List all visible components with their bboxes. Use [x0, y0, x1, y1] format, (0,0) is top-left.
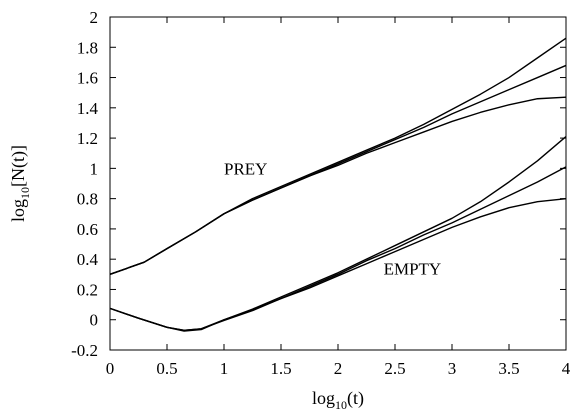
x-axis-label: log10(t) — [312, 388, 364, 412]
series-line-empty-4 — [109, 166, 567, 332]
x-tick-label: 1 — [220, 359, 229, 378]
x-tick-label: 3.5 — [498, 359, 519, 378]
series-line-prey-0 — [109, 37, 567, 275]
y-tick-label: 1.8 — [77, 38, 98, 57]
series-line-prey-2 — [109, 96, 567, 275]
series-lines — [109, 37, 567, 332]
series-line-prey-1 — [109, 64, 567, 275]
axis-ticks — [109, 16, 567, 351]
x-tick-label: 3 — [448, 359, 457, 378]
x-tick-label: 4 — [562, 359, 570, 378]
x-tick-label: 2 — [334, 359, 343, 378]
y-tick-label: 1.4 — [77, 99, 99, 118]
y-tick-label: 2 — [90, 8, 99, 27]
y-axis-label: log10[N(t)] — [8, 145, 32, 222]
y-tick-label: 1.6 — [77, 69, 98, 88]
y-tick-label: 0.4 — [77, 250, 99, 269]
y-tick-label: 0.2 — [77, 280, 98, 299]
y-tick-label: 1 — [90, 159, 99, 178]
y-tick-label: 0 — [90, 311, 99, 330]
series-line-empty-5 — [109, 197, 567, 332]
annotation-prey: PREY — [224, 159, 267, 178]
axis-tick-labels: 0 0.5 1 1.5 2 2.5 3 3.5 4 -0.2 0 0.2 0.4 0.6 0.8 1 1.2 1.… — [71, 8, 570, 378]
x-tick-label: 1.5 — [270, 359, 291, 378]
y-tick-label: 0.8 — [77, 190, 98, 209]
x-tick-label: 2.5 — [384, 359, 405, 378]
x-tick-label: 0.5 — [156, 359, 177, 378]
plot-frame — [109, 16, 567, 351]
x-tick-label: 0 — [106, 359, 115, 378]
y-tick-label: 1.2 — [77, 129, 98, 148]
y-tick-label: 0.6 — [77, 220, 98, 239]
annotation-empty: EMPTY — [384, 259, 442, 278]
y-tick-label: -0.2 — [71, 341, 98, 360]
